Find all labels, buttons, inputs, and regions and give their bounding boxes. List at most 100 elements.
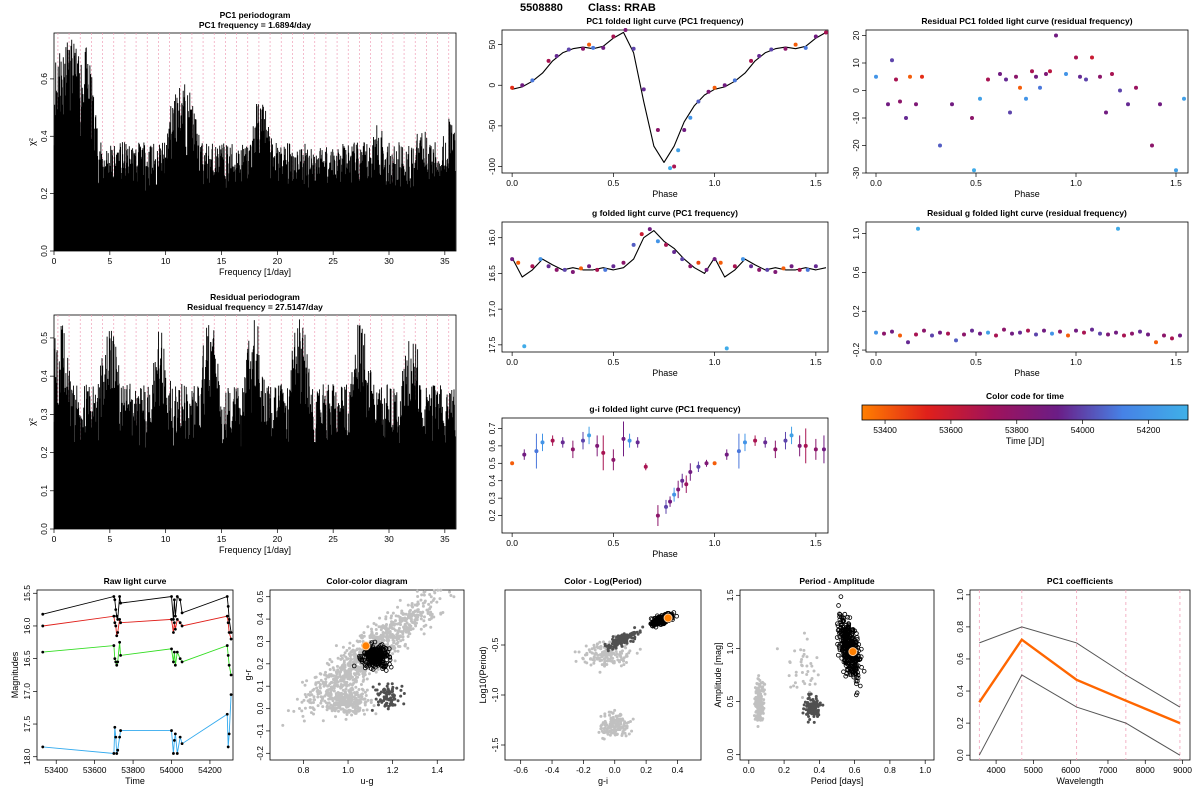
data-point bbox=[1130, 331, 1134, 336]
scatter-point bbox=[812, 720, 816, 724]
y-tick-label: 0.5 bbox=[39, 332, 49, 344]
colorbar-axis-label: Time [JD] bbox=[1006, 436, 1044, 446]
scatter-point bbox=[339, 678, 343, 682]
scatter-point bbox=[838, 594, 844, 599]
scatter-point bbox=[629, 639, 633, 643]
scatter-point bbox=[603, 651, 607, 655]
scatter-point bbox=[396, 629, 400, 633]
scatter-point bbox=[363, 690, 367, 694]
panel-pc1_folded: PC1 folded light curve (PC1 frequency) 0.… bbox=[487, 16, 829, 199]
scatter-point bbox=[841, 669, 846, 674]
data-point bbox=[962, 332, 966, 337]
scatter-point bbox=[623, 731, 627, 735]
object-id: 5508880 bbox=[520, 2, 563, 14]
data-point bbox=[803, 443, 808, 448]
scatter-point bbox=[859, 646, 864, 652]
panel-residual_g_folded: Residual g folded light curve (residual … bbox=[851, 208, 1189, 378]
scatter-point bbox=[400, 684, 404, 688]
scatter-point bbox=[343, 651, 347, 655]
scatter-point bbox=[339, 654, 343, 658]
data-point bbox=[603, 267, 608, 272]
scatter-point bbox=[316, 704, 320, 708]
scatter-point bbox=[631, 717, 635, 721]
scatter-point bbox=[422, 593, 426, 597]
y-tick-label: 0.0 bbox=[39, 245, 49, 257]
scatter-point bbox=[630, 633, 634, 637]
x-tick-label: -0.6 bbox=[513, 765, 528, 775]
scatter-point bbox=[369, 701, 373, 705]
scatter-point bbox=[581, 657, 585, 661]
scatter-point bbox=[376, 667, 380, 671]
scatter-point bbox=[316, 688, 320, 692]
y-tick-label: -1.5 bbox=[490, 737, 500, 752]
scatter-point bbox=[374, 670, 378, 674]
data-point bbox=[1044, 72, 1048, 76]
scatter-point bbox=[413, 618, 417, 622]
scatter-point bbox=[329, 706, 333, 710]
data-point bbox=[1126, 102, 1130, 107]
scatter-point bbox=[674, 613, 679, 619]
scatter-point bbox=[574, 659, 578, 663]
scatter-point bbox=[292, 709, 296, 713]
scatter-point bbox=[354, 685, 358, 689]
y-tick-label: 0.2 bbox=[955, 717, 965, 729]
scatter-point bbox=[378, 616, 382, 620]
scatter-point bbox=[611, 651, 615, 655]
data-point bbox=[1064, 72, 1068, 76]
scatter-point bbox=[439, 588, 443, 592]
data-point bbox=[712, 257, 717, 262]
scatter-point bbox=[613, 708, 617, 712]
data-point bbox=[1002, 327, 1006, 332]
scatter-point bbox=[366, 659, 372, 665]
scatter-point bbox=[377, 648, 383, 654]
data-point bbox=[641, 87, 646, 92]
scatter-point bbox=[368, 634, 372, 638]
scatter-point bbox=[382, 631, 386, 635]
scatter-point bbox=[620, 649, 624, 653]
scatter-point bbox=[313, 676, 317, 680]
panel-period_amplitude: Period - Amplitude 0.0 0.2 0.4 0.6 0.8 1.0 0.0 0… bbox=[713, 576, 935, 786]
light-curve-point bbox=[178, 621, 182, 625]
scatter-point bbox=[755, 698, 759, 702]
scatter-point bbox=[861, 668, 867, 674]
x-tick-label: 0.5 bbox=[607, 538, 619, 548]
scatter-point bbox=[322, 684, 326, 688]
x-axis-label: Time bbox=[125, 776, 145, 786]
scatter-point bbox=[348, 641, 352, 645]
light-curve-point bbox=[41, 745, 45, 749]
data-point bbox=[595, 443, 600, 448]
data-point bbox=[1106, 332, 1110, 337]
scatter-point bbox=[367, 672, 371, 676]
scatter-point bbox=[592, 658, 596, 662]
scatter-point bbox=[427, 602, 431, 606]
x-tick-label: 5 bbox=[107, 534, 112, 544]
scatter-point bbox=[419, 617, 423, 621]
data-point bbox=[621, 260, 626, 265]
y-axis-label: Log10(Period) bbox=[478, 646, 488, 703]
data-point bbox=[823, 30, 828, 35]
scatter-point bbox=[358, 650, 362, 654]
scatter-point bbox=[611, 715, 615, 719]
light-curve-point bbox=[118, 618, 122, 621]
scatter-point bbox=[387, 692, 391, 696]
scatter-point bbox=[390, 614, 394, 618]
data-point bbox=[570, 447, 575, 452]
x-tick-label: 30 bbox=[384, 534, 394, 544]
light-curve-point bbox=[114, 660, 118, 664]
scatter-point bbox=[308, 705, 312, 709]
scatter-point bbox=[837, 647, 843, 653]
scatter-point bbox=[386, 611, 390, 615]
scatter-point bbox=[430, 612, 434, 616]
x-tick-label: 35 bbox=[440, 256, 450, 266]
scatter-point bbox=[846, 639, 852, 644]
scatter-point bbox=[755, 682, 759, 686]
scatter-point bbox=[403, 618, 407, 622]
light-curve-point bbox=[113, 621, 117, 625]
scatter-point bbox=[370, 631, 374, 635]
light-curve-point bbox=[173, 663, 177, 667]
data-point bbox=[1082, 330, 1086, 335]
y-tick-label: 17.5 bbox=[22, 715, 32, 732]
scatter-point bbox=[452, 595, 456, 599]
data-point bbox=[684, 482, 689, 487]
scatter-point bbox=[373, 635, 377, 639]
